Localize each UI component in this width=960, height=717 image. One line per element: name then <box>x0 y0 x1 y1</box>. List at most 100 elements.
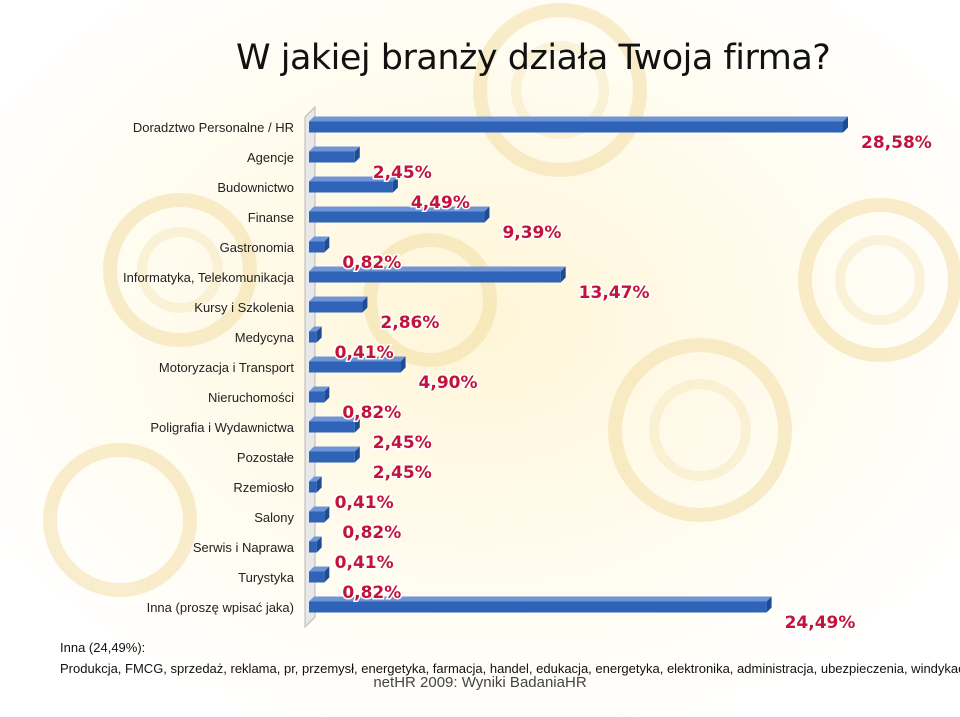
category-label: Inna (proszę wpisać jaka) <box>147 600 294 615</box>
bar-end <box>484 206 490 223</box>
bar-front <box>309 511 325 523</box>
bar-end <box>324 236 330 253</box>
bar <box>309 146 360 163</box>
bar-top <box>309 536 322 542</box>
value-label: 2,45% <box>373 463 432 483</box>
bar-front <box>309 391 325 403</box>
category-label: Kursy i Szkolenia <box>194 300 294 315</box>
note-title: Inna (24,49%): <box>60 640 146 655</box>
value-label: 24,49% <box>785 613 856 633</box>
category-label: Medycyna <box>235 330 295 345</box>
category-label: Salony <box>254 510 294 525</box>
bar-top <box>309 356 406 362</box>
value-label: 4,49% <box>411 193 470 213</box>
value-label: 0,82% <box>342 523 401 543</box>
bar-top <box>309 116 848 122</box>
category-label: Finanse <box>248 210 294 225</box>
bar-top <box>309 596 772 602</box>
bar <box>309 266 566 283</box>
bar-end <box>362 296 368 313</box>
bar <box>309 116 848 133</box>
bar-front <box>309 241 325 253</box>
value-label: 2,45% <box>373 163 432 183</box>
bar-front <box>309 271 561 283</box>
bar <box>309 566 330 583</box>
bar <box>309 206 490 223</box>
bar-front <box>309 181 393 193</box>
bar <box>309 476 322 493</box>
bar-front <box>309 301 363 313</box>
bar <box>309 416 360 433</box>
bar-top <box>309 296 368 302</box>
value-label: 28,58% <box>861 133 932 153</box>
bar-end <box>766 596 772 613</box>
bar-top <box>309 146 360 152</box>
bar-end <box>316 326 322 343</box>
bar-top <box>309 266 566 272</box>
bar <box>309 356 406 373</box>
value-label: 0,82% <box>342 403 401 423</box>
bar-front <box>309 451 355 463</box>
bar-end <box>316 476 322 493</box>
bar-front <box>309 361 401 373</box>
value-label: 0,82% <box>342 583 401 603</box>
bar <box>309 386 330 403</box>
chart-title: W jakiej branży działa Twoja firma? <box>236 38 831 78</box>
bar-front <box>309 421 355 433</box>
bar-top <box>309 446 360 452</box>
category-label: Nieruchomości <box>208 390 294 405</box>
bar-end <box>400 356 406 373</box>
bar-front <box>309 481 317 493</box>
value-label: 0,41% <box>335 493 394 513</box>
bar-top <box>309 476 322 482</box>
bar-front <box>309 601 767 613</box>
bar-front <box>309 541 317 553</box>
bar-top <box>309 566 330 572</box>
bar-top <box>309 176 398 182</box>
category-label: Turystyka <box>238 570 295 585</box>
bar <box>309 176 398 193</box>
category-label: Budownictwo <box>217 180 294 195</box>
value-label: 13,47% <box>579 283 650 303</box>
bar-end <box>324 386 330 403</box>
bar-end <box>560 266 566 283</box>
bar-top <box>309 236 330 242</box>
bar-end <box>354 446 360 463</box>
category-label: Motoryzacja i Transport <box>159 360 294 375</box>
category-label: Agencje <box>247 150 294 165</box>
bar-end <box>354 146 360 163</box>
value-label: 0,82% <box>342 253 401 273</box>
footer-source: netHR 2009: Wyniki BadaniaHR <box>373 674 587 691</box>
bar-front <box>309 331 317 343</box>
bar-end <box>324 506 330 523</box>
bar-end <box>843 116 848 133</box>
bar <box>309 536 322 553</box>
other-answers-note: Inna (24,49%): Produkcja, FMCG, sprzedaż… <box>60 640 960 676</box>
bar <box>309 446 360 463</box>
bar <box>309 506 330 523</box>
category-label: Doradztwo Personalne / HR <box>133 120 294 135</box>
category-label: Rzemiosło <box>233 480 294 495</box>
bar-end <box>354 416 360 433</box>
bar <box>309 596 772 613</box>
bar-end <box>316 536 322 553</box>
bar-top <box>309 326 322 332</box>
bar-end <box>324 566 330 583</box>
category-labels: Doradztwo Personalne / HR Agencje Budownic… <box>123 120 295 615</box>
value-label: 2,86% <box>380 313 439 333</box>
note-body: Produkcja, FMCG, sprzedaż, reklama, pr, … <box>60 661 960 676</box>
category-label: Gastronomia <box>220 240 295 255</box>
bar-front <box>309 151 355 163</box>
chart-bars <box>309 116 848 613</box>
bar-front <box>309 571 325 583</box>
bar-top <box>309 506 330 512</box>
value-label: 2,45% <box>373 433 432 453</box>
category-label: Pozostałe <box>237 450 294 465</box>
value-labels: 28,58% 2,45% 4,49% 9,39% 0,82% 13,47% 2,86% 0,4… <box>333 132 933 635</box>
category-label: Informatyka, Telekomunikacja <box>123 270 295 285</box>
value-label: 0,41% <box>335 343 394 363</box>
bar-front <box>309 211 485 223</box>
bar <box>309 296 368 313</box>
bar-front <box>309 121 843 133</box>
